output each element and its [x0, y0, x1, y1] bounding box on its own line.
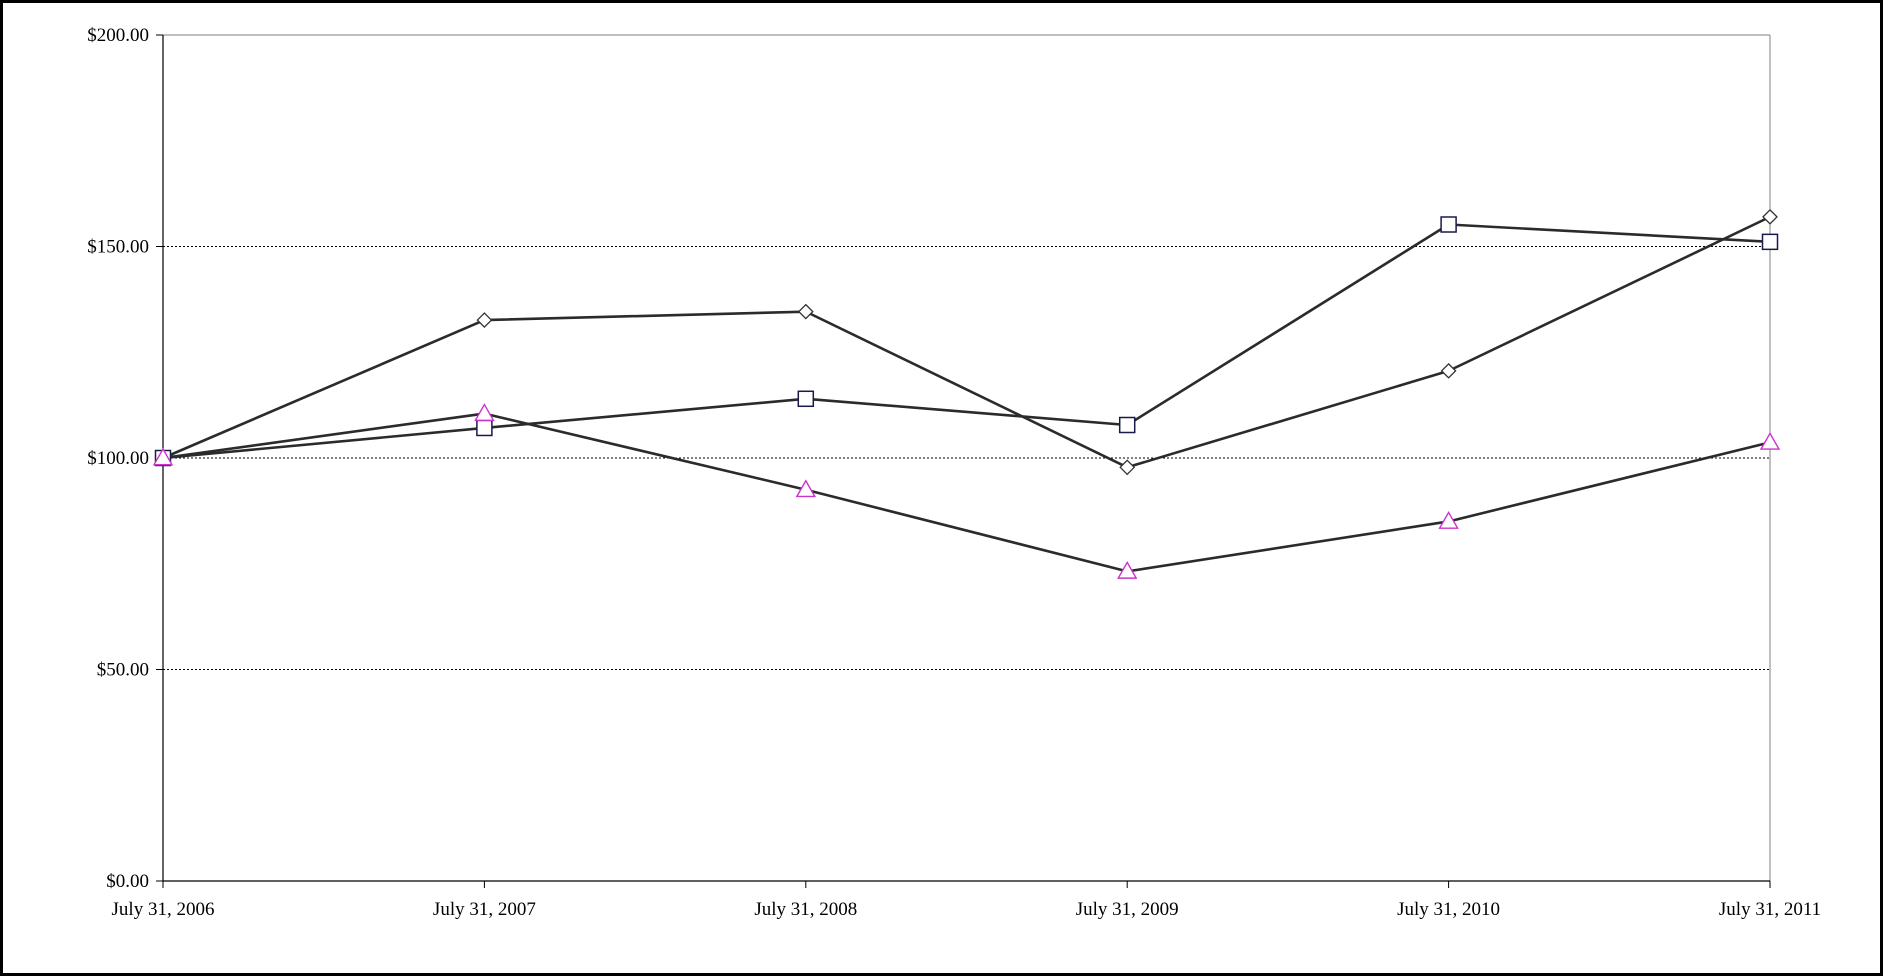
x-tick-label: July 31, 2006 — [112, 899, 215, 920]
y-tick-label: $100.00 — [87, 448, 149, 469]
axes — [156, 34, 1771, 888]
y-tick-label: $50.00 — [97, 660, 149, 681]
series-markers — [152, 208, 1781, 579]
triangle-marker — [1116, 560, 1138, 579]
gridlines — [163, 246, 1770, 670]
square-marker — [1761, 233, 1779, 251]
series-line-triangle — [162, 412, 1771, 573]
diamond-marker — [1440, 362, 1457, 379]
square-marker — [1440, 216, 1457, 233]
triangle-marker — [1438, 511, 1459, 529]
triangle-marker — [474, 403, 495, 422]
x-tick-labels: July 31, 2006 July 31, 2007 July 31, 2008 J… — [112, 899, 1822, 920]
y-tick-label: $0.00 — [106, 871, 149, 892]
triangle-marker — [1759, 431, 1781, 450]
triangle-marker — [152, 447, 174, 466]
square-marker — [476, 419, 493, 437]
x-tick-label: July 31, 2008 — [754, 899, 857, 920]
x-tick-label: July 31, 2009 — [1076, 899, 1179, 920]
y-tick-label: $150.00 — [87, 237, 149, 258]
x-tick-label: July 31, 2010 — [1397, 899, 1500, 920]
diamond-marker — [1119, 459, 1136, 476]
series-line-square — [162, 223, 1771, 460]
square-marker — [797, 390, 815, 408]
x-tick-label: July 31, 2007 — [433, 899, 536, 920]
series-line-diamond — [162, 215, 1771, 469]
diamond-marker — [797, 303, 814, 320]
y-tick-labels: $0.00 $50.00 $100.00 $150.00 $200.00 — [87, 25, 149, 892]
diamond-marker — [476, 312, 493, 329]
x-tick-label: July 31, 2011 — [1719, 899, 1821, 920]
line-chart: $0.00 $50.00 $100.00 $150.00 $200.00 July 31… — [87, 25, 1822, 920]
square-marker — [1118, 416, 1136, 434]
triangle-marker — [795, 479, 817, 498]
series-lines — [162, 215, 1771, 573]
diamond-marker — [1762, 208, 1778, 225]
y-tick-label: $200.00 — [87, 25, 149, 46]
